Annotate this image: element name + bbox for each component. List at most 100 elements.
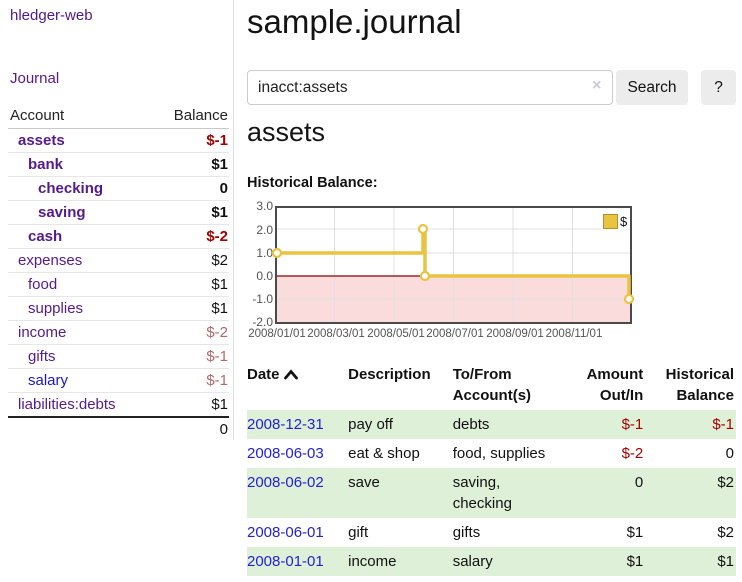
- account-link-food[interactable]: food: [28, 276, 57, 293]
- accounts-tree-table: Account Balance assets $-1 bank $1 check…: [8, 104, 229, 441]
- sidebar-item-journal[interactable]: Journal: [10, 70, 59, 87]
- transaction-balance: $2: [645, 518, 736, 547]
- register-row: 2008-01-01 income salary $1 $1: [247, 547, 736, 576]
- register-row: 2008-06-03 eat & shop food, supplies $-2…: [247, 439, 736, 468]
- hledger-web-page: hledger-web Journal Account Balance asse…: [0, 0, 742, 582]
- transaction-amount: $-1: [563, 410, 645, 439]
- transaction-date-link[interactable]: 2008-06-02: [247, 474, 324, 491]
- account-balance: $2: [152, 249, 229, 273]
- transaction-description: income: [348, 547, 453, 576]
- chart-legend: $: [601, 213, 629, 230]
- y-axis-tick: 0.0: [247, 269, 273, 283]
- accounts-total-row: 0: [8, 417, 229, 441]
- account-link-bank[interactable]: bank: [28, 156, 63, 173]
- column-header-description: Description: [348, 362, 453, 410]
- account-link-income[interactable]: income: [18, 324, 66, 341]
- account-link-liabilities-debts[interactable]: liabilities:debts: [18, 396, 116, 413]
- transaction-date-link[interactable]: 2008-06-01: [247, 524, 324, 541]
- account-row-assets: assets $-1: [8, 129, 229, 153]
- transaction-balance: $2: [645, 468, 736, 518]
- transaction-accounts: debts: [453, 410, 563, 439]
- transaction-date-link[interactable]: 2008-01-01: [247, 553, 324, 570]
- transaction-balance: $-1: [645, 410, 736, 439]
- legend-swatch-icon: [603, 214, 618, 229]
- column-header-accounts: To/From Account(s): [453, 362, 563, 410]
- account-balance: $1: [152, 153, 229, 177]
- register-row: 2008-06-01 gift gifts $1 $2: [247, 518, 736, 547]
- transaction-description: eat & shop: [348, 439, 453, 468]
- account-row-income: income $-2: [8, 321, 229, 345]
- accounts-col-header: Account: [8, 104, 152, 129]
- transaction-accounts: gifts: [453, 518, 563, 547]
- account-link-assets[interactable]: assets: [18, 132, 65, 149]
- clear-search-icon[interactable]: ×: [592, 77, 601, 95]
- y-axis-tick: 2.0: [247, 223, 273, 237]
- account-row-supplies: supplies $1: [8, 297, 229, 321]
- register-row: 2008-12-31 pay off debts $-1 $-1: [247, 410, 736, 439]
- account-balance: $-1: [152, 345, 229, 369]
- account-row-gifts: gifts $-1: [8, 345, 229, 369]
- page-title: sample.journal: [247, 0, 462, 44]
- account-balance: $1: [152, 393, 229, 418]
- account-row-liabilities-debts: liabilities:debts $1: [8, 393, 229, 418]
- transaction-date-link[interactable]: 2008-12-31: [247, 416, 324, 433]
- transaction-description: pay off: [348, 410, 453, 439]
- register-row: 2008-06-02 save saving, checking 0 $2: [247, 468, 736, 518]
- column-header-date-label: Date: [247, 366, 280, 383]
- column-header-balance: Historical Balance: [645, 362, 736, 410]
- x-axis-tick: 2008/11/01: [537, 328, 611, 340]
- register-header-row: Date Description To/From Account(s) Amou…: [247, 362, 736, 410]
- account-link-checking[interactable]: checking: [38, 180, 103, 197]
- account-row-food: food $1: [8, 273, 229, 297]
- account-row-checking: checking 0: [8, 177, 229, 201]
- account-balance: $1: [152, 273, 229, 297]
- account-balance: $-1: [152, 129, 229, 153]
- account-balance: $1: [152, 297, 229, 321]
- column-header-date[interactable]: Date: [247, 362, 348, 410]
- chart-title: Historical Balance:: [247, 175, 378, 191]
- account-link-supplies[interactable]: supplies: [28, 300, 83, 317]
- account-row-salary: salary $-1: [8, 369, 229, 393]
- legend-label: $: [620, 214, 627, 229]
- transaction-amount: $-2: [563, 439, 645, 468]
- column-header-amount: Amount Out/In: [563, 362, 645, 410]
- account-link-saving[interactable]: saving: [38, 204, 86, 221]
- account-link-expenses[interactable]: expenses: [18, 252, 82, 269]
- sort-ascending-icon: [284, 365, 298, 386]
- register-table: Date Description To/From Account(s) Amou…: [247, 362, 736, 576]
- account-balance: $1: [152, 201, 229, 225]
- transaction-balance: $1: [645, 547, 736, 576]
- account-balance: $-2: [152, 225, 229, 249]
- historical-balance-chart: 3.0 2.0 1.0 0.0 -1.0 -2.0: [247, 202, 647, 350]
- help-button[interactable]: ?: [701, 70, 736, 105]
- transaction-accounts: salary: [453, 547, 563, 576]
- y-axis-tick: -1.0: [247, 292, 273, 306]
- accounts-header-row: Account Balance: [8, 104, 229, 129]
- account-row-cash: cash $-2: [8, 225, 229, 249]
- y-axis-tick: 1.0: [247, 246, 273, 260]
- account-balance: $-2: [152, 321, 229, 345]
- account-link-gifts[interactable]: gifts: [28, 348, 56, 365]
- transaction-date-link[interactable]: 2008-06-03: [247, 445, 324, 462]
- transaction-accounts: food, supplies: [453, 439, 563, 468]
- sidebar: hledger-web Journal Account Balance asse…: [0, 0, 234, 440]
- transaction-amount: 0: [563, 468, 645, 518]
- y-axis-tick: 3.0: [247, 199, 273, 213]
- account-link-salary[interactable]: salary: [28, 372, 68, 389]
- balance-col-header: Balance: [152, 104, 229, 129]
- search-input[interactable]: [247, 70, 613, 105]
- account-balance: $-1: [152, 369, 229, 393]
- account-heading: assets: [247, 117, 325, 148]
- transaction-balance: 0: [645, 439, 736, 468]
- account-balance: 0: [152, 177, 229, 201]
- chart-plot-area[interactable]: [275, 206, 632, 324]
- account-row-expenses: expenses $2: [8, 249, 229, 273]
- account-link-cash[interactable]: cash: [28, 228, 62, 245]
- accounts-total-value: 0: [152, 417, 229, 441]
- transaction-description: save: [348, 468, 453, 518]
- transaction-amount: $1: [563, 547, 645, 576]
- search-button[interactable]: Search: [616, 70, 688, 105]
- y-axis-tick: -2.0: [247, 315, 273, 329]
- transaction-description: gift: [348, 518, 453, 547]
- app-title-link[interactable]: hledger-web: [10, 7, 93, 24]
